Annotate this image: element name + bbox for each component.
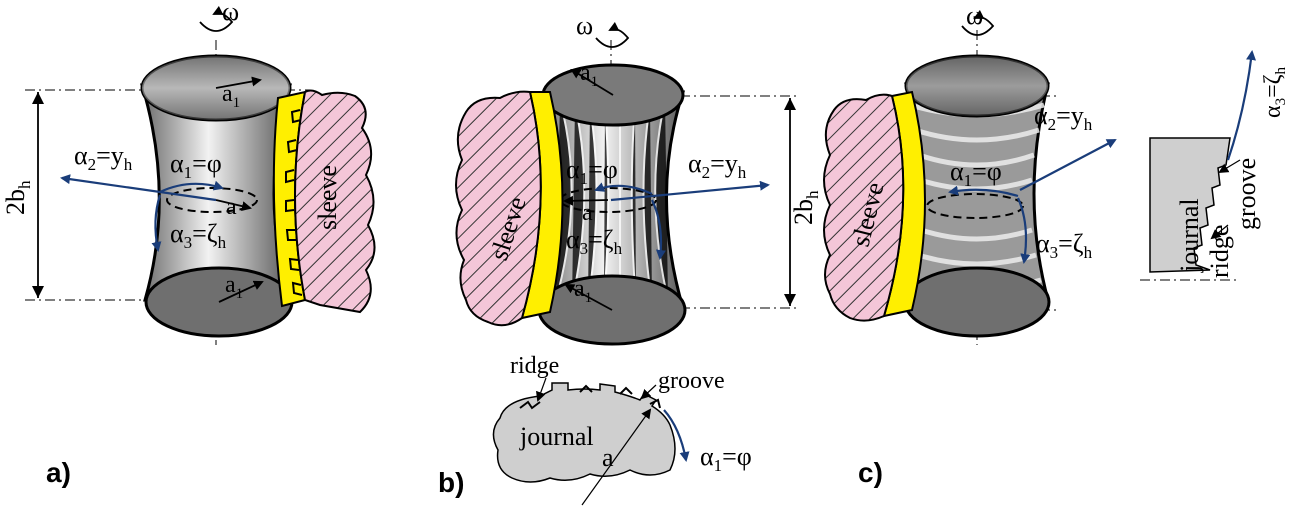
height-label: 2bh: [1, 180, 34, 215]
height-label: 2bh: [789, 190, 822, 225]
mid-section: [166, 187, 258, 213]
ridge-label: ridge: [510, 353, 559, 379]
alpha1-label-detail: α1=φ: [700, 442, 752, 475]
groove-label: groove: [1232, 158, 1261, 230]
alpha2-label: α2=yh: [1034, 101, 1093, 134]
panel-label-b: b): [438, 467, 464, 498]
journal-label: journal: [1175, 198, 1204, 273]
radius-a1-top: a1: [222, 81, 240, 111]
alpha2-label: α2=yh: [74, 141, 133, 174]
radius-a-label: a: [226, 194, 237, 220]
alpha3-axis-detail: [1226, 50, 1257, 161]
alpha1-label: α1=φ: [950, 157, 1002, 190]
alpha2-axis: [610, 180, 770, 202]
panel-label-a: a): [46, 457, 71, 488]
omega-label: ω: [966, 1, 983, 30]
alpha1-axis: [594, 182, 653, 195]
alpha3-axis: [651, 199, 666, 260]
omega-label: ω: [576, 11, 593, 40]
mid-section: [559, 187, 657, 213]
panel-c: ω α2=yh α1=φ α3=ζh sleeve journal groove…: [823, 1, 1289, 488]
sleeve: [455, 90, 542, 327]
radius-a1-top: a1: [580, 60, 598, 90]
sleeve: [294, 89, 376, 314]
alpha1-label: α1=φ: [170, 149, 222, 182]
bottom-face: [903, 266, 1051, 338]
alpha1-label: α1=φ: [566, 155, 618, 188]
alpha3-label: α3=ζh: [1036, 229, 1093, 262]
rotation-arrow: [595, 21, 630, 48]
radius-a1-bottom: a1: [574, 276, 592, 306]
alpha2-axis: [1019, 139, 1117, 191]
omega-label: ω: [222, 0, 239, 26]
journal-label: journal: [519, 422, 594, 451]
alpha3-axis: [1016, 197, 1031, 264]
radius-a-label: a: [582, 200, 593, 226]
alpha3-label: α3=ζh: [170, 219, 227, 252]
alpha1-axis-detail: [663, 409, 690, 462]
panel-a: a a1 a1 ω 2bh α2=yh α1=φ α3=ζh sleeve a): [1, 0, 376, 488]
alpha3-label-detail: α3=ζh: [1260, 66, 1289, 118]
groove-label: groove: [658, 368, 725, 394]
alpha3-label: α3=ζh: [566, 225, 623, 258]
alpha1-axis: [948, 185, 1019, 198]
alpha3-axis: [151, 194, 162, 252]
sleeve: [823, 93, 905, 322]
alpha1-axis: [159, 180, 224, 193]
radius-a1-bottom: a1: [225, 272, 243, 302]
panel-b: a a1 a1 ω 2bh α2=yh α1=φ α3=ζh sleeve jo…: [438, 11, 822, 506]
mid-section: [926, 193, 1024, 219]
rotation-arrow: [961, 9, 995, 36]
alpha2-label: α2=yh: [688, 149, 747, 182]
alpha2-axis: [60, 174, 217, 202]
panel-label-c: c): [858, 457, 883, 488]
rotation-arrow: [199, 5, 234, 32]
sleeve-label: sleeve: [313, 165, 342, 230]
